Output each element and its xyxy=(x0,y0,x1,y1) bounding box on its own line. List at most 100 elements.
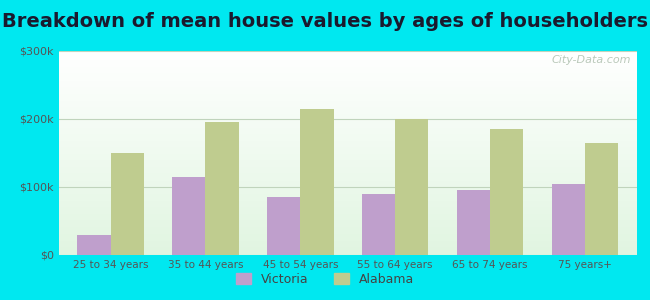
Bar xyxy=(58,167,637,168)
Bar xyxy=(58,212,637,213)
Bar xyxy=(58,66,637,67)
Bar xyxy=(58,123,637,124)
Bar xyxy=(58,77,637,79)
Bar xyxy=(58,116,637,117)
Bar xyxy=(58,206,637,207)
Bar xyxy=(58,247,637,248)
Bar xyxy=(58,225,637,226)
Bar xyxy=(58,170,637,171)
Bar xyxy=(58,133,637,134)
Bar xyxy=(58,68,637,69)
Bar xyxy=(58,111,637,112)
Bar xyxy=(58,186,637,187)
Bar xyxy=(58,155,637,156)
Bar xyxy=(300,109,333,255)
Bar xyxy=(58,254,637,255)
Bar xyxy=(58,147,637,148)
Bar xyxy=(58,236,637,237)
Bar xyxy=(58,136,637,137)
Bar xyxy=(58,169,637,170)
Bar xyxy=(58,204,637,205)
Bar xyxy=(58,84,637,85)
Bar xyxy=(58,188,637,189)
Bar xyxy=(58,135,637,136)
Bar xyxy=(58,67,637,68)
Bar xyxy=(58,174,637,175)
Bar xyxy=(58,178,637,179)
Bar xyxy=(58,74,637,76)
Bar xyxy=(58,192,637,193)
Bar xyxy=(58,81,637,82)
Bar xyxy=(111,153,144,255)
Bar xyxy=(58,237,637,238)
Bar xyxy=(58,168,637,169)
Bar xyxy=(58,230,637,232)
Bar xyxy=(77,235,110,255)
Bar xyxy=(58,249,637,250)
Bar xyxy=(58,221,637,222)
Bar xyxy=(58,148,637,149)
Bar xyxy=(58,144,637,145)
Bar xyxy=(58,213,637,214)
Bar xyxy=(58,218,637,219)
Bar xyxy=(58,210,637,211)
Bar xyxy=(58,115,637,116)
Bar xyxy=(58,217,637,218)
Bar xyxy=(58,154,637,155)
Bar xyxy=(58,103,637,104)
Bar xyxy=(58,161,637,162)
Bar xyxy=(58,56,637,57)
Bar xyxy=(58,141,637,142)
Bar xyxy=(58,63,637,64)
Bar xyxy=(58,189,637,190)
Bar xyxy=(58,166,637,167)
Bar xyxy=(58,240,637,241)
Bar xyxy=(58,130,637,132)
Bar xyxy=(58,139,637,140)
Bar xyxy=(58,95,637,96)
Bar xyxy=(58,146,637,147)
Bar xyxy=(58,122,637,123)
Bar xyxy=(58,107,637,108)
Bar xyxy=(58,235,637,236)
Bar xyxy=(58,143,637,144)
Bar xyxy=(58,162,637,163)
Bar xyxy=(58,104,637,105)
Bar xyxy=(58,98,637,99)
Bar xyxy=(58,86,637,87)
Bar xyxy=(58,152,637,153)
Bar xyxy=(58,191,637,192)
Bar xyxy=(58,201,637,202)
Bar xyxy=(58,164,637,165)
Bar xyxy=(205,122,239,255)
Bar xyxy=(58,106,637,107)
Bar xyxy=(58,90,637,91)
Bar xyxy=(58,76,637,77)
Bar xyxy=(267,197,300,255)
Bar xyxy=(58,199,637,200)
Bar xyxy=(58,119,637,120)
Bar xyxy=(58,198,637,199)
Bar xyxy=(58,117,637,118)
Bar xyxy=(58,59,637,60)
Bar xyxy=(58,196,637,197)
Bar xyxy=(58,176,637,178)
Bar xyxy=(58,127,637,128)
Bar xyxy=(58,215,637,216)
Bar xyxy=(58,226,637,227)
Bar xyxy=(58,220,637,221)
Bar xyxy=(58,118,637,119)
Bar xyxy=(58,232,637,234)
Bar xyxy=(58,197,637,198)
Bar xyxy=(58,79,637,80)
Bar xyxy=(58,88,637,89)
Bar xyxy=(58,222,637,224)
Bar xyxy=(58,184,637,186)
Bar xyxy=(58,142,637,143)
Bar xyxy=(58,193,637,194)
Bar xyxy=(58,93,637,94)
Bar xyxy=(58,203,637,204)
Bar xyxy=(58,137,637,138)
Bar xyxy=(58,105,637,106)
Bar xyxy=(58,181,637,182)
